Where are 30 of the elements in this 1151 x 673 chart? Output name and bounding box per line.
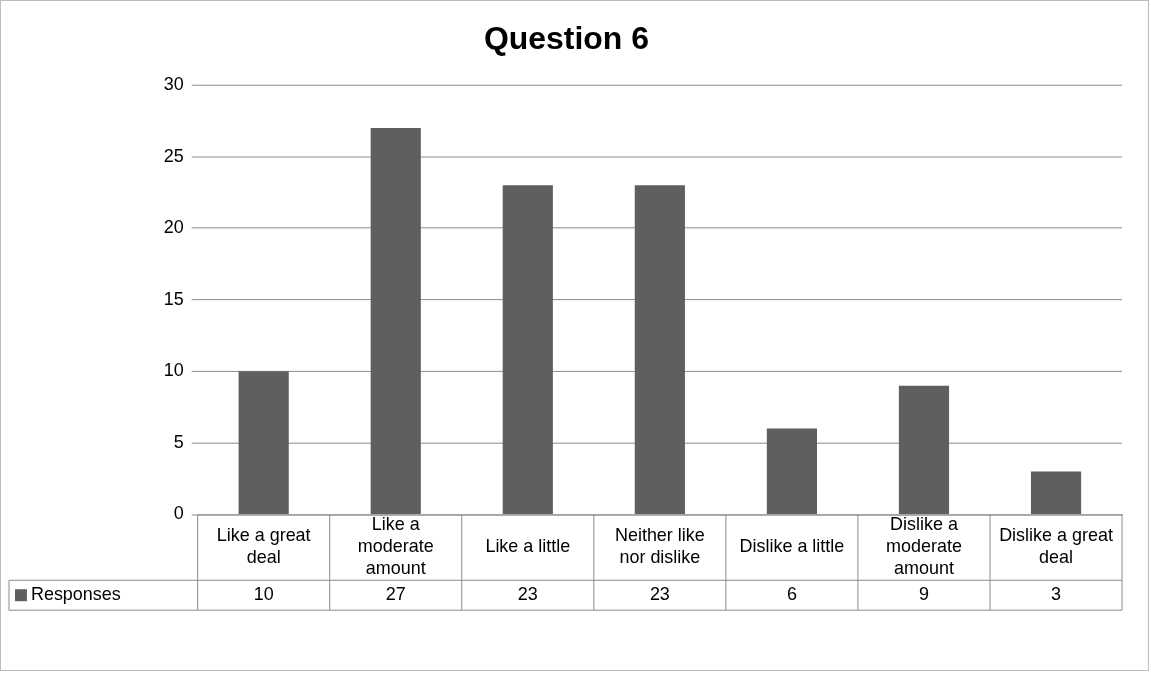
x-tick-label: Dislike a moderate amount (886, 514, 962, 579)
x-tick-label: Dislike a great deal (999, 525, 1113, 568)
y-tick-label: 10 (163, 360, 184, 381)
x-tick-label: Like a great deal (216, 525, 311, 568)
bar (898, 385, 950, 514)
bar (634, 185, 685, 514)
bar (238, 371, 289, 514)
x-tick-label: Like a moderate amount (357, 514, 434, 579)
y-tick-label: 30 (163, 74, 184, 95)
y-tick-label: 0 (173, 503, 184, 524)
y-tick-label: 15 (163, 288, 184, 309)
data-label: 23 (649, 584, 670, 605)
data-label: 6 (786, 584, 797, 605)
data-label: 3 (1051, 584, 1062, 605)
y-tick-label: 5 (173, 431, 184, 452)
chart-title: Question 6 (484, 19, 649, 56)
bar (766, 428, 817, 514)
bar (502, 185, 553, 514)
y-tick-label: 25 (163, 145, 184, 166)
bar (370, 128, 421, 514)
data-label: 23 (517, 584, 538, 605)
x-tick-label: Dislike a little (739, 536, 845, 557)
x-tick-label: Neither like nor dislike (614, 525, 705, 568)
legend-label: Responses (30, 584, 121, 605)
x-tick-label: Like a little (485, 536, 571, 557)
data-label: 27 (385, 584, 406, 605)
data-label: 10 (253, 584, 274, 605)
bar (1030, 471, 1082, 514)
y-tick-label: 20 (163, 217, 184, 238)
data-label: 9 (918, 584, 929, 605)
